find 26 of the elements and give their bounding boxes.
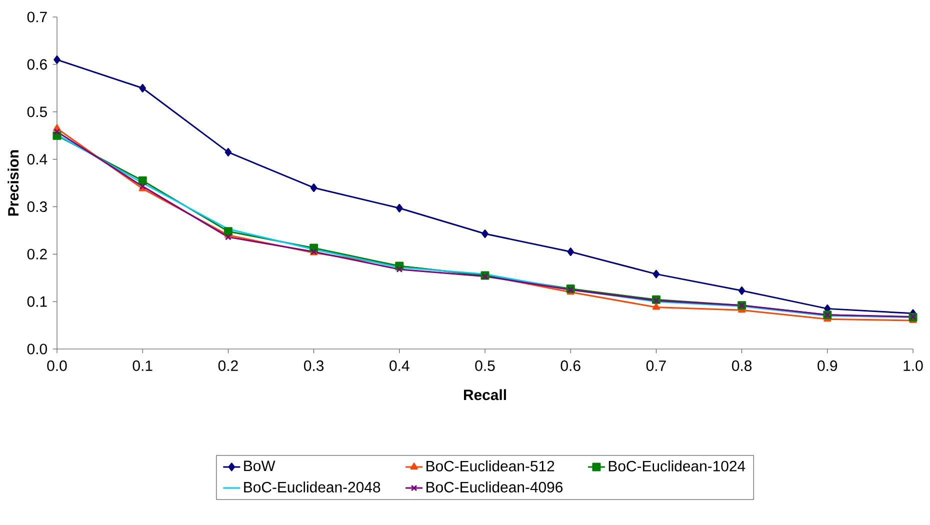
x-tick-label: 1.0 [904,360,923,372]
x-tick-label: 0.4 [390,360,410,372]
y-tick-label: 0.5 [27,106,47,118]
y-tick-label: 0.3 [27,201,47,212]
y-tick-label: 0.6 [27,59,47,70]
x-tick-label: 0.1 [132,360,152,372]
x-tick-label: 0.5 [475,360,495,372]
y-axis-title: Precision [8,150,19,216]
y-tick-label: 0.0 [27,344,47,354]
x-tick-label: 0.0 [47,360,67,372]
x-tick-label: 0.9 [818,360,838,372]
x-tick-label: 0.8 [732,360,752,372]
x-tick-label: 0.7 [646,360,666,372]
x-axis-title: Recall [464,389,506,400]
legend-label: BoC-Euclidean-1024 [608,460,746,472]
x-tick-label: 0.2 [218,360,238,372]
legend-label: BoC-Euclidean-2048 [244,481,380,492]
legend-label: BoC-Euclidean-4096 [426,481,563,492]
y-tick-label: 0.2 [27,248,47,260]
legend-label: BoW [244,460,276,472]
x-tick-label: 0.6 [560,360,580,372]
x-tick-label: 0.3 [304,360,324,372]
legend-label: BoC-Euclidean-512 [426,460,554,472]
y-tick-label: 0.4 [27,154,48,165]
y-tick-label: 0.7 [27,12,47,22]
y-tick-label: 0.1 [27,296,47,307]
